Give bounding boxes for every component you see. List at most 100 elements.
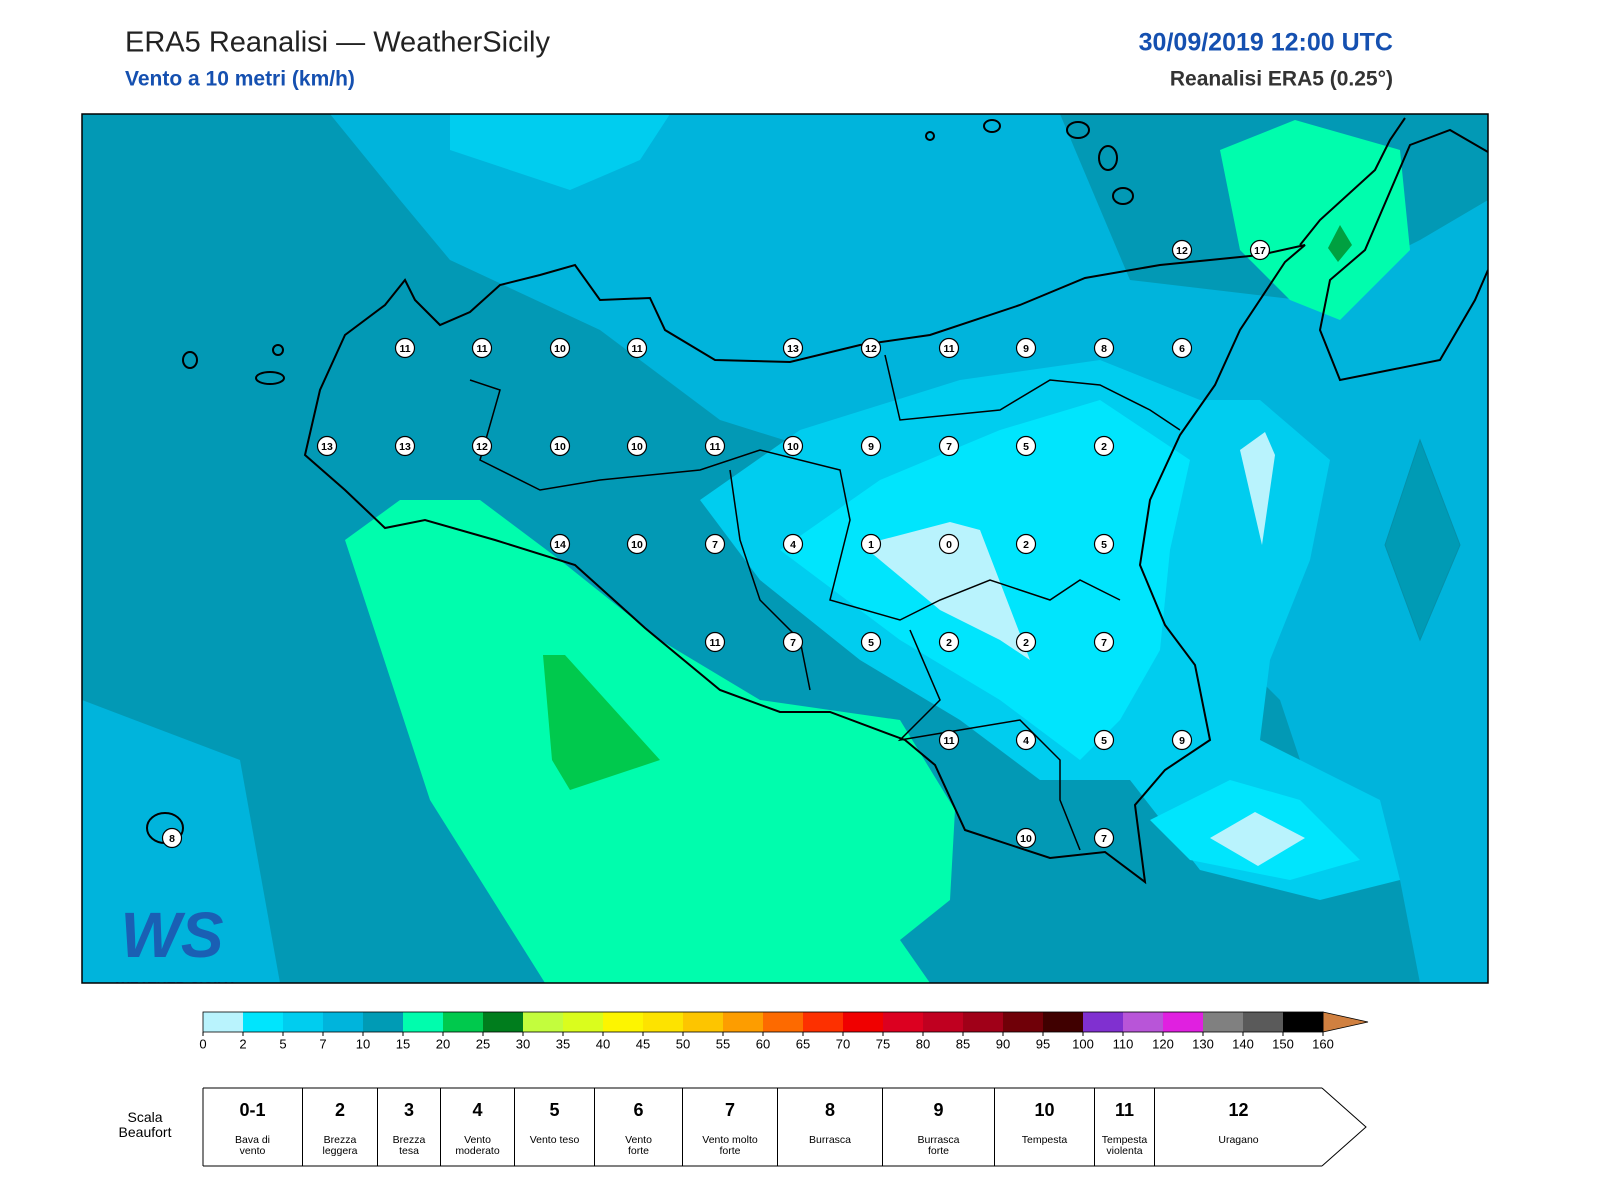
- colorbar-tick-label: 65: [796, 1036, 810, 1051]
- beaufort-force: 6: [633, 1100, 644, 1120]
- station-value: 7: [712, 539, 718, 551]
- map-frame: [81, 113, 1489, 984]
- beaufort-desc: Brezza leggera: [322, 1134, 358, 1157]
- colorbar-segment: [483, 1012, 523, 1032]
- colorbar-tick-label: 70: [836, 1036, 850, 1051]
- station-value: 7: [790, 637, 796, 649]
- station-marker: [938, 337, 960, 359]
- colorbar-tick-label: 120: [1152, 1036, 1174, 1051]
- station-value: 14: [554, 539, 566, 551]
- station-marker: [704, 631, 726, 653]
- beaufort-desc: Vento molto forte: [702, 1134, 758, 1157]
- colorbar-segment: [803, 1012, 843, 1032]
- station-marker: [1015, 435, 1037, 457]
- station-marker: [782, 533, 804, 555]
- beaufort-desc: Burrasca: [808, 1134, 851, 1146]
- station-marker: [1015, 631, 1037, 653]
- station-value: 11: [709, 441, 720, 453]
- beaufort-force: 8: [824, 1100, 835, 1120]
- beaufort-desc: Brezza tesa: [392, 1134, 426, 1157]
- colorbar-segment: [643, 1012, 683, 1032]
- colorbar-segment: [843, 1012, 883, 1032]
- colorbar-tick-label: 5: [279, 1036, 286, 1051]
- station-marker: [782, 435, 804, 457]
- station-marker: [704, 533, 726, 555]
- station-marker: [938, 533, 960, 555]
- station-value: 5: [868, 637, 874, 649]
- colorbar-segment: [243, 1012, 283, 1032]
- island: [925, 131, 935, 141]
- wind-field: [1328, 225, 1352, 262]
- beaufort-force: 9: [933, 1100, 944, 1120]
- station-value: 7: [1101, 833, 1107, 845]
- colorbar-segment: [603, 1012, 643, 1032]
- colorbar-extension: [1322, 1011, 1369, 1033]
- station-value: 11: [709, 637, 720, 649]
- station-value: 7: [1101, 637, 1107, 649]
- beaufort-arrow: [1321, 1087, 1367, 1167]
- colorbar-tick-label: 55: [716, 1036, 730, 1051]
- colorbar-segment: [1083, 1012, 1123, 1032]
- station-value: 4: [1023, 735, 1029, 747]
- colorbar-segment: [283, 1012, 323, 1032]
- beaufort-desc: Vento teso: [529, 1134, 580, 1146]
- station-marker: [1093, 337, 1115, 359]
- colorbar-tick-label: 50: [676, 1036, 690, 1051]
- station-value: 6: [1179, 343, 1185, 355]
- island: [1066, 121, 1090, 139]
- beaufort-desc: Bava di vento: [234, 1134, 271, 1157]
- colorbar-tick-label: 150: [1272, 1036, 1294, 1051]
- station-marker: [549, 533, 571, 555]
- colorbar-segment: [563, 1012, 603, 1032]
- beaufort-cell: 12 Uragano: [1155, 1088, 1322, 1166]
- source: Reanalisi ERA5 (0.25°): [1170, 68, 1393, 91]
- station-value: 2: [1023, 539, 1029, 551]
- island: [182, 351, 198, 369]
- station-marker: [1015, 533, 1037, 555]
- beaufort-force: 11: [1114, 1100, 1135, 1120]
- station-marker: [860, 631, 882, 653]
- station-marker: [471, 435, 493, 457]
- beaufort-label: Scala Beaufort: [118, 1109, 172, 1140]
- station-marker: [860, 533, 882, 555]
- colorbar-tick-label: 90: [996, 1036, 1010, 1051]
- title: ERA5 Reanalisi — WeatherSicily: [125, 27, 550, 59]
- beaufort-desc: Tempesta violenta: [1101, 1134, 1148, 1157]
- station-value: 11: [476, 343, 487, 355]
- station-marker: [626, 435, 648, 457]
- subtitle: Vento a 10 metri (km/h): [125, 68, 355, 91]
- station-marker: [1093, 729, 1115, 751]
- colorbar-segment: [923, 1012, 963, 1032]
- beaufort-cell: 8 Burrasca: [778, 1088, 883, 1166]
- colorbar-tick-label: 25: [476, 1036, 490, 1051]
- station-value: 11: [399, 343, 410, 355]
- beaufort-cell: 5 Vento teso: [515, 1088, 595, 1166]
- station-marker: [471, 337, 493, 359]
- station-marker: [938, 729, 960, 751]
- station-value: 11: [943, 735, 954, 747]
- station-value: 8: [1101, 343, 1107, 355]
- colorbar-segment: [963, 1012, 1003, 1032]
- colorbar-tick-label: 30: [516, 1036, 530, 1051]
- colorbar-segment: [1123, 1012, 1163, 1032]
- beaufort-force: 4: [472, 1100, 483, 1120]
- colorbar-segment: [523, 1012, 563, 1032]
- station-value: 9: [1179, 735, 1185, 747]
- station-value: 9: [1023, 343, 1029, 355]
- colorbar: 0 2 5 7 10 15 20 25 30 35 40 45 50 55 60 65 70 75 80 85 90 95…: [199, 1011, 1369, 1051]
- date: 30/09/2019 12:00 UTC: [1139, 29, 1393, 57]
- station-value: 9: [868, 441, 874, 453]
- station-value: 5: [1101, 539, 1107, 551]
- island: [272, 344, 284, 356]
- station-value: 11: [631, 343, 642, 355]
- beaufort-cell: 2 Brezza leggera: [303, 1088, 378, 1166]
- colorbar-segment: [1003, 1012, 1043, 1032]
- colorbar-tick-label: 40: [596, 1036, 610, 1051]
- station-marker: [860, 435, 882, 457]
- station-marker: [1093, 827, 1115, 849]
- beaufort-cell: 4 Vento moderato: [441, 1088, 515, 1166]
- station-value: 5: [1023, 441, 1029, 453]
- colorbar-tick-label: 0: [199, 1036, 206, 1051]
- colorbar-tick-label: 95: [1036, 1036, 1050, 1051]
- colorbar-segment: [443, 1012, 483, 1032]
